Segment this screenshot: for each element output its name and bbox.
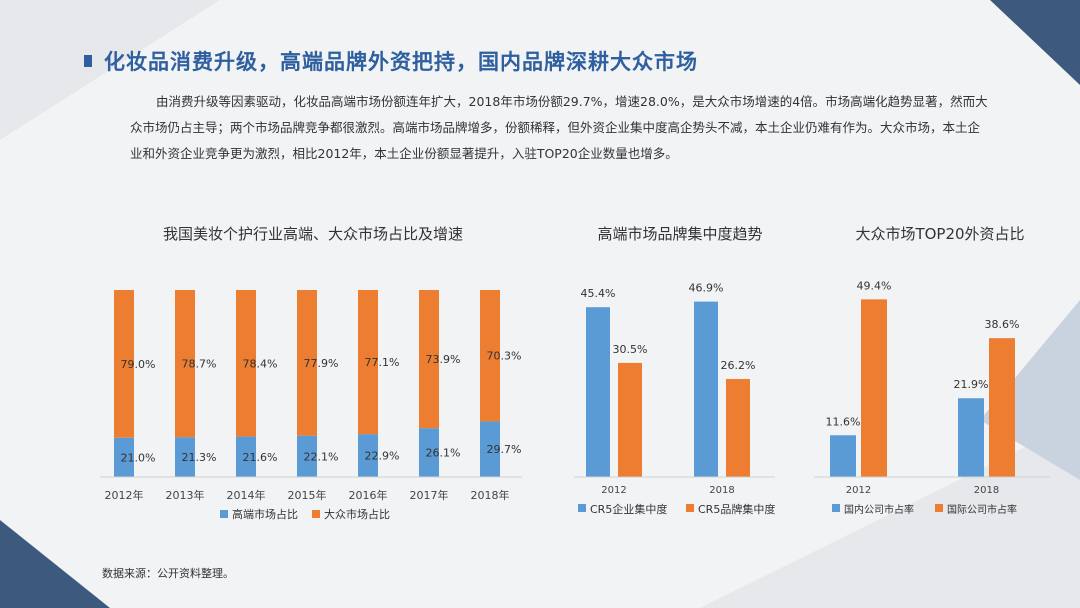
x-tick-label: 2017年 (410, 488, 449, 502)
top20-bar-chart: 11.6% 49.4% 2012 21.9% 38.6% 2018 国内公司市占率 国际公司市… (814, 279, 1050, 516)
legend-swatch (686, 504, 694, 512)
bar-mass-market (236, 290, 256, 437)
bar-orange (726, 379, 750, 477)
intro-text: 由消费升级等因素驱动，化妆品高端市场份额连年扩大，2018年市场份额29.7%，… (130, 94, 988, 161)
bar-orange (618, 362, 642, 477)
data-label: 45.4% (581, 287, 616, 300)
bar-blue (586, 307, 610, 477)
data-label-high-end: 22.9% (365, 450, 400, 463)
x-tick-label: 2018 (974, 485, 999, 496)
bar-mass-market (297, 290, 317, 436)
x-tick-label: 2014年 (227, 488, 266, 502)
x-tick-label: 2018 (709, 485, 734, 496)
x-tick-label: 2015年 (288, 488, 327, 502)
data-label-mass-market: 77.9% (304, 357, 339, 370)
data-label-high-end: 21.6% (243, 451, 278, 464)
bar-high-end (236, 436, 256, 477)
x-tick-label: 2012年 (105, 488, 144, 502)
bar-high-end (175, 437, 195, 477)
concentration-bar-chart: 45.4% 30.5% 2012 46.9% 26.2% 2018 CR5企业集中度 CR5品… (574, 282, 775, 516)
data-label: 11.6% (826, 415, 861, 428)
stacked-bar-chart: 21.0% 79.0% 2012年 21.3% 78.7% 2013年 21.6% 78.4%… (100, 290, 522, 521)
legend-label: CR5企业集中度 (590, 502, 667, 516)
legend-label-mass-market: 大众市场占比 (324, 507, 390, 521)
x-tick-label: 2018年 (471, 488, 510, 502)
bar-high-end (480, 421, 500, 477)
bar-mass-market (175, 290, 195, 438)
legend-label-high-end: 高端市场占比 (232, 507, 298, 521)
data-label: 21.9% (954, 378, 989, 391)
x-tick-label: 2012 (846, 485, 871, 496)
x-tick-label: 2013年 (166, 488, 205, 502)
bar-mass-market (419, 290, 439, 429)
data-label-mass-market: 79.0% (121, 358, 156, 371)
legend-swatch-high-end (220, 510, 228, 518)
bar-blue (694, 301, 718, 477)
data-label: 38.6% (985, 318, 1020, 331)
data-label: 46.9% (689, 282, 724, 295)
chart2-title: 高端市场品牌集中度趋势 (597, 225, 763, 243)
bar-mass-market (114, 290, 134, 438)
data-label: 30.5% (613, 343, 648, 356)
data-label-mass-market: 73.9% (426, 353, 461, 366)
chart1-title: 我国美妆个护行业高端、大众市场占比及增速 (162, 225, 463, 243)
page-title-text: 化妆品消费升级，高端品牌外资把持，国内品牌深耕大众市场 (104, 50, 698, 74)
bar-high-end (297, 435, 317, 477)
bar-high-end (419, 428, 439, 477)
bar-high-end (358, 434, 378, 477)
data-label: 26.2% (721, 359, 756, 372)
data-label-high-end: 29.7% (487, 443, 522, 456)
data-label-high-end: 22.1% (304, 450, 339, 463)
title-marker (84, 55, 92, 67)
bar-blue (958, 398, 984, 477)
data-source: 数据来源：公开资料整理。 (102, 567, 234, 580)
bar-high-end (114, 437, 134, 477)
legend-swatch-mass-market (312, 510, 320, 518)
data-label-mass-market: 77.1% (365, 356, 400, 369)
data-label-mass-market: 70.3% (487, 350, 522, 363)
data-label-mass-market: 78.7% (182, 358, 217, 371)
data-label-high-end: 21.0% (121, 451, 156, 464)
legend-swatch (832, 504, 840, 512)
bar-orange (861, 299, 887, 477)
bar-blue (830, 435, 856, 477)
legend-label: 国内公司市占率 (844, 503, 914, 516)
legend-swatch (578, 504, 586, 512)
data-label-mass-market: 78.4% (243, 357, 278, 370)
legend-swatch (935, 504, 943, 512)
legend-label: CR5品牌集中度 (698, 502, 775, 516)
data-label-high-end: 26.1% (426, 447, 461, 460)
chart3-title: 大众市场TOP20外资占比 (855, 225, 1025, 243)
x-tick-label: 2016年 (349, 488, 388, 502)
bar-orange (989, 338, 1015, 477)
bar-mass-market (358, 290, 378, 435)
data-label-high-end: 21.3% (182, 451, 217, 464)
bar-mass-market (480, 290, 500, 422)
x-tick-label: 2012 (601, 485, 626, 496)
legend-label: 国际公司市占率 (947, 503, 1017, 516)
data-label: 49.4% (857, 279, 892, 292)
page-title: 化妆品消费升级，高端品牌外资把持，国内品牌深耕大众市场 (84, 46, 698, 76)
intro-paragraph: 由消费升级等因素驱动，化妆品高端市场份额连年扩大，2018年市场份额29.7%，… (130, 89, 990, 167)
